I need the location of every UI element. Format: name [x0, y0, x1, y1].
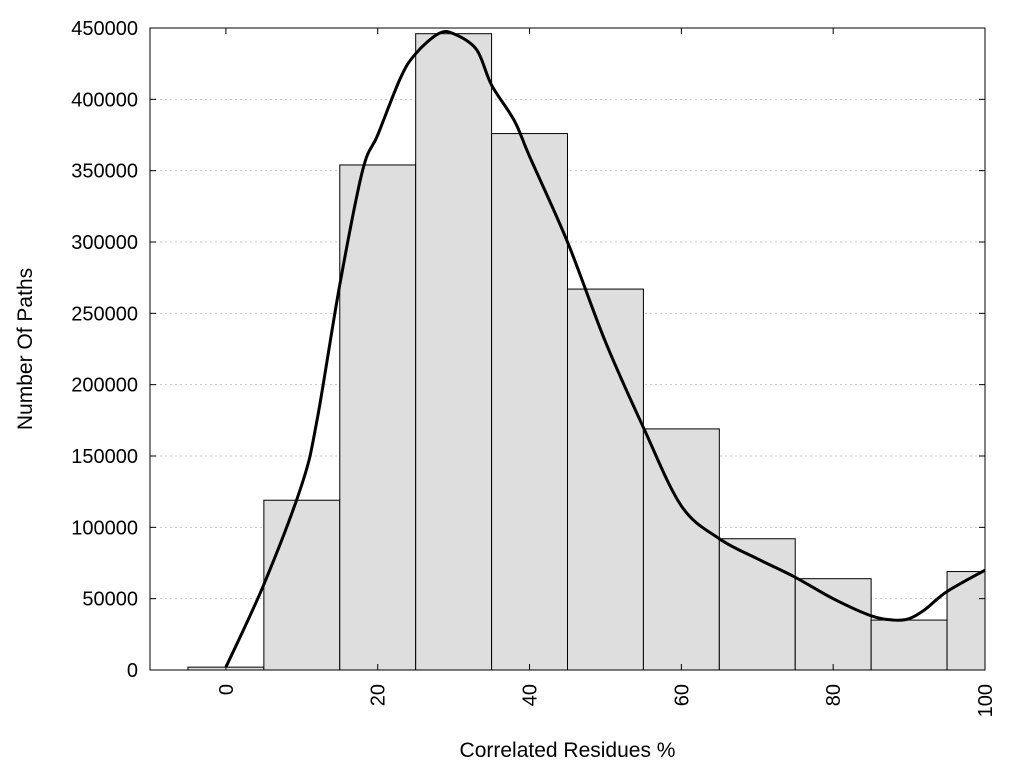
x-tick-label: 80 — [823, 684, 845, 706]
histogram-bar — [794, 578, 872, 671]
y-tick-label: 300000 — [71, 232, 138, 254]
y-tick-label: 200000 — [71, 375, 138, 397]
y-tick-label: 400000 — [71, 89, 138, 111]
histogram-bar — [870, 619, 948, 671]
histogram-bar — [415, 33, 493, 671]
histogram-bar — [718, 538, 796, 671]
y-axis-title: Number Of Paths — [14, 268, 37, 430]
x-tick-label: 40 — [520, 684, 542, 706]
y-tick-label: 350000 — [71, 161, 138, 183]
bars — [187, 33, 986, 671]
histogram-bar — [642, 428, 720, 671]
y-tick-label: 50000 — [82, 589, 138, 611]
x-tick-label: 0 — [216, 684, 238, 695]
histogram-bar — [339, 164, 417, 671]
histogram-bar — [263, 499, 341, 671]
x-tick-label: 20 — [368, 684, 390, 706]
y-tick-label: 150000 — [71, 446, 138, 468]
axis-ticks: 0 50000 100000 150000 200000 250000 300000 3500… — [71, 18, 997, 717]
density-curve — [224, 29, 986, 668]
x-tick-label: 100 — [975, 684, 997, 717]
y-tick-label: 250000 — [71, 303, 138, 325]
y-tick-label: 450000 — [71, 18, 138, 40]
plot-frame — [149, 27, 986, 671]
y-tick-label: 0 — [127, 660, 138, 682]
y-tick-label: 100000 — [71, 517, 138, 539]
x-tick-label: 60 — [671, 684, 693, 706]
histogram-bar — [567, 288, 644, 671]
x-axis-title: Correlated Residues % — [460, 739, 676, 762]
histogram-bar — [491, 133, 568, 671]
